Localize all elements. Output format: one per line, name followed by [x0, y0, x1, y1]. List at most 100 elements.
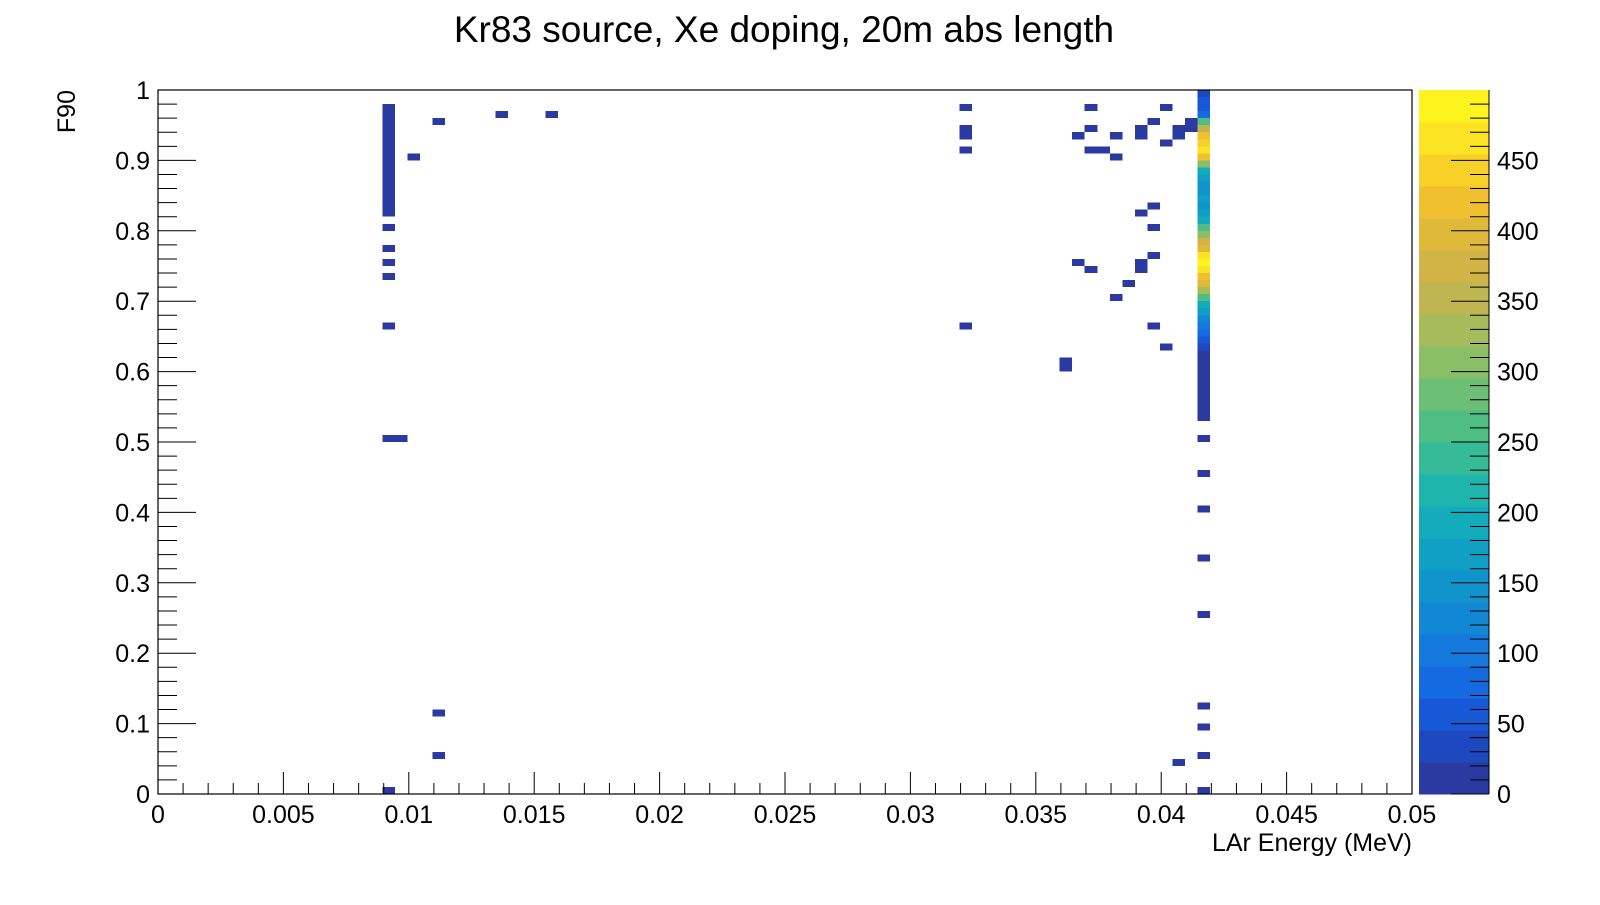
heatmap-cell — [1197, 266, 1211, 274]
heatmap-cell — [1197, 610, 1211, 618]
heatmap-cell — [382, 223, 396, 231]
x-tick-label: 0.015 — [503, 801, 566, 829]
y-tick-label: 0.3 — [115, 570, 150, 598]
x-tick-label: 0.03 — [886, 801, 935, 829]
heatmap-cell — [1197, 315, 1211, 323]
colorbar-tick-label: 150 — [1497, 570, 1539, 598]
heatmap-cell — [1059, 364, 1073, 372]
heatmap-cell — [1197, 223, 1211, 231]
heatmap-cell — [1109, 153, 1123, 161]
y-tick-label: 0.2 — [115, 640, 150, 668]
y-tick-label: 0.5 — [115, 429, 150, 457]
heatmap-cell — [1147, 251, 1160, 259]
heatmap-cell — [432, 709, 446, 717]
heatmap-cell — [1197, 385, 1211, 393]
heatmap-cell — [1197, 336, 1211, 344]
heatmap-cell — [1197, 216, 1211, 224]
colorbar-segment — [1419, 730, 1489, 763]
heatmap-cell — [1197, 505, 1211, 513]
colorbar-segment — [1419, 346, 1489, 379]
heatmap-cell — [1072, 258, 1085, 266]
heatmap-cell — [1197, 160, 1211, 168]
heatmap-cell — [407, 153, 421, 161]
heatmap-cell — [432, 751, 446, 759]
heatmap-cell — [382, 118, 396, 126]
heatmap-cell — [1159, 104, 1173, 112]
heatmap-cell — [1197, 378, 1211, 386]
heatmap-cell — [382, 188, 396, 196]
heatmap-cell — [1185, 125, 1198, 133]
heatmap-cell — [1197, 97, 1211, 105]
heatmap-cell — [395, 434, 408, 442]
colorbar-segment — [1419, 218, 1489, 251]
heatmap-cell — [1134, 209, 1148, 217]
heatmap-cell — [1197, 167, 1211, 175]
y-tick-label: 0.9 — [115, 147, 150, 175]
heatmap-cell — [1084, 125, 1098, 133]
heatmap-cell — [1197, 139, 1211, 147]
colorbar-tick-label: 250 — [1497, 429, 1539, 457]
heatmap-cell — [1197, 786, 1211, 794]
heatmap-cell — [1134, 258, 1148, 266]
x-tick-label: 0.02 — [635, 801, 684, 829]
y-tick-label: 0 — [136, 781, 150, 809]
colorbar-tick-label: 0 — [1497, 781, 1511, 809]
heatmap-cell — [1097, 146, 1110, 154]
colorbar-tick-label: 100 — [1497, 640, 1539, 668]
heatmap-cell — [382, 125, 396, 133]
heatmap-cell — [382, 209, 396, 217]
heatmap-cell — [1197, 371, 1211, 379]
heatmap-cells — [382, 90, 1211, 794]
heatmap-cell — [1197, 153, 1211, 161]
heatmap-cell — [382, 258, 396, 266]
heatmap-cell — [382, 434, 396, 442]
x-tick-label: 0.035 — [1005, 801, 1068, 829]
y-tick-label: 0.6 — [115, 359, 150, 387]
heatmap-cell — [1059, 357, 1073, 365]
heatmap-cell — [1197, 181, 1211, 189]
x-axis-label: LAr Energy (MeV) — [1212, 829, 1412, 857]
heatmap-cell — [1197, 301, 1211, 309]
heatmap-cell — [1134, 132, 1148, 140]
heatmap-cell — [1197, 287, 1211, 295]
heatmap-cell — [1197, 125, 1211, 133]
colorbar-segment — [1419, 410, 1489, 443]
colorbar-segment — [1419, 378, 1489, 411]
heatmap-cell — [1172, 132, 1186, 140]
heatmap-cell — [959, 146, 972, 154]
heatmap-cell — [1197, 357, 1211, 365]
colorbar-tick-label: 450 — [1497, 147, 1539, 175]
heatmap-cell — [1197, 188, 1211, 196]
colorbar-segment — [1419, 570, 1489, 603]
heatmap-cell — [1159, 139, 1173, 147]
y-tick-label: 0.1 — [115, 711, 150, 739]
heatmap-cell — [1172, 758, 1186, 766]
colorbar-tick-label: 50 — [1497, 711, 1525, 739]
heatmap-cell — [382, 273, 396, 281]
heatmap-cell — [382, 167, 396, 175]
heatmap-cell — [1197, 392, 1211, 400]
colorbar-segment — [1419, 314, 1489, 347]
heatmap-cell — [495, 111, 508, 119]
heatmap-cell — [382, 195, 396, 203]
heatmap-cell — [1109, 132, 1123, 140]
x-tick-label: 0.04 — [1137, 801, 1186, 829]
x-tick-label: 0.01 — [384, 801, 433, 829]
y-tick-label: 0.7 — [115, 288, 150, 316]
heatmap-cell — [1197, 230, 1211, 238]
heatmap-cell — [1172, 125, 1186, 133]
colorbar-segment — [1419, 442, 1489, 475]
plot-frame — [157, 89, 1413, 795]
x-tick-label: 0.005 — [252, 801, 315, 829]
heatmap-cell — [1197, 434, 1211, 442]
colorbar-segment — [1419, 122, 1489, 155]
y-axis: 0 0.1 0.2 0.3 0.4 0.5 0.6 0.7 0.8 0.9 1 — [115, 77, 196, 809]
heatmap-cell — [959, 132, 972, 140]
heatmap-cell — [1147, 322, 1160, 330]
heatmap-cell — [1197, 209, 1211, 217]
heatmap-cell — [1197, 350, 1211, 358]
heatmap-cell — [1197, 237, 1211, 245]
x-tick-label: 0.025 — [754, 801, 817, 829]
